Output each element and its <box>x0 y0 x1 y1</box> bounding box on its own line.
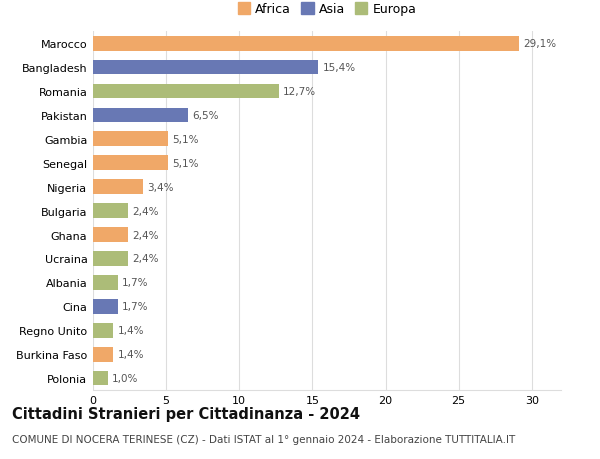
Bar <box>93 323 113 338</box>
Text: 2,4%: 2,4% <box>133 230 159 240</box>
Bar <box>93 371 107 386</box>
Bar <box>93 204 128 218</box>
Text: 12,7%: 12,7% <box>283 87 316 97</box>
Bar <box>93 299 118 314</box>
Text: 2,4%: 2,4% <box>133 206 159 216</box>
Bar <box>93 180 143 195</box>
Text: 3,4%: 3,4% <box>147 182 173 192</box>
Text: 29,1%: 29,1% <box>523 39 556 49</box>
Text: 1,7%: 1,7% <box>122 278 149 288</box>
Text: 1,4%: 1,4% <box>118 349 145 359</box>
Bar <box>93 156 167 171</box>
Text: 5,1%: 5,1% <box>172 134 199 145</box>
Bar <box>93 252 128 266</box>
Bar <box>93 37 518 51</box>
Text: 1,0%: 1,0% <box>112 373 139 383</box>
Text: 1,7%: 1,7% <box>122 302 149 312</box>
Text: Cittadini Stranieri per Cittadinanza - 2024: Cittadini Stranieri per Cittadinanza - 2… <box>12 406 360 421</box>
Bar <box>93 132 167 147</box>
Text: COMUNE DI NOCERA TERINESE (CZ) - Dati ISTAT al 1° gennaio 2024 - Elaborazione TU: COMUNE DI NOCERA TERINESE (CZ) - Dati IS… <box>12 434 515 444</box>
Bar <box>93 84 279 99</box>
Bar <box>93 108 188 123</box>
Bar <box>93 61 318 75</box>
Bar <box>93 347 113 362</box>
Text: 15,4%: 15,4% <box>323 63 356 73</box>
Text: 5,1%: 5,1% <box>172 158 199 168</box>
Text: 1,4%: 1,4% <box>118 325 145 336</box>
Bar <box>93 275 118 290</box>
Legend: Africa, Asia, Europa: Africa, Asia, Europa <box>235 1 419 19</box>
Bar <box>93 228 128 242</box>
Text: 6,5%: 6,5% <box>193 111 219 121</box>
Text: 2,4%: 2,4% <box>133 254 159 264</box>
